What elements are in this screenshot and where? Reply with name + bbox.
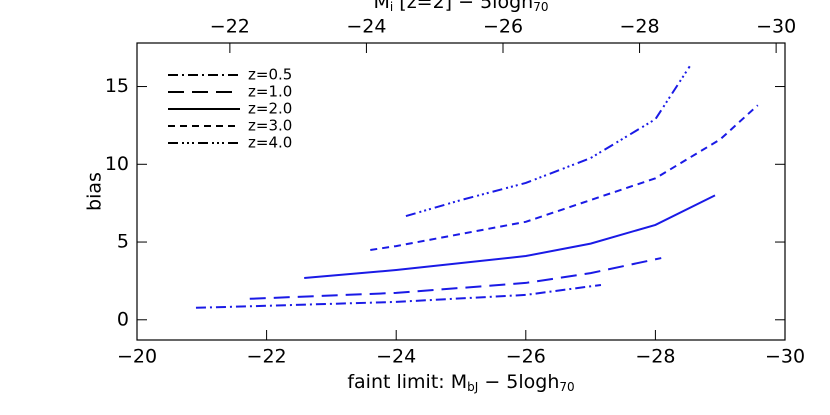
x-tick-label: −28: [635, 346, 675, 368]
legend-label: z=1.0: [248, 83, 292, 101]
y-tick-label: 15: [105, 75, 129, 97]
series-line: [195, 283, 602, 309]
x-axis-label-part: 70: [559, 380, 574, 394]
y-tick-label: 0: [117, 308, 129, 330]
x2-tick-label: −24: [346, 16, 386, 38]
x2-axis-label-part: [z=2] − 5logh: [393, 0, 533, 13]
x2-axis-label-part: M: [374, 0, 390, 13]
x-tick-label: −22: [247, 346, 287, 368]
legend-label: z=3.0: [248, 117, 292, 135]
x-tick-label: −30: [765, 346, 805, 368]
y-tick-label: 5: [117, 231, 129, 253]
series-line: [405, 65, 691, 218]
x2-axis-label: Mi [z=2] − 5logh70: [374, 0, 549, 14]
x-axis-label: faint limit: MbJ − 5logh70: [347, 371, 574, 394]
x2-tick-label: −26: [483, 16, 523, 38]
x2-tick-label: −28: [620, 16, 660, 38]
x-tick-label: −20: [117, 346, 157, 368]
y-axis-label: bias: [84, 172, 106, 211]
x-tick-label: −26: [506, 346, 546, 368]
plot-frame: [136, 42, 786, 341]
x-axis-label-part: bJ: [467, 380, 478, 394]
legend-label: z=4.0: [248, 134, 292, 152]
x2-tick-label: −30: [756, 16, 796, 38]
legend-label: z=2.0: [248, 100, 292, 118]
series-line: [249, 257, 662, 300]
x-axis-label-part: faint limit: M: [347, 371, 467, 393]
series-line: [370, 104, 759, 251]
x2-tick-label: −22: [210, 16, 250, 38]
series-line: [304, 194, 716, 279]
x2-axis-label-part: i: [390, 0, 393, 14]
y-tick-label: 10: [105, 153, 129, 175]
x-tick-label: −24: [376, 346, 416, 368]
x-axis-label-part: − 5logh: [478, 371, 559, 393]
x2-axis-label-part: 70: [533, 0, 548, 14]
legend-label: z=0.5: [248, 66, 292, 84]
